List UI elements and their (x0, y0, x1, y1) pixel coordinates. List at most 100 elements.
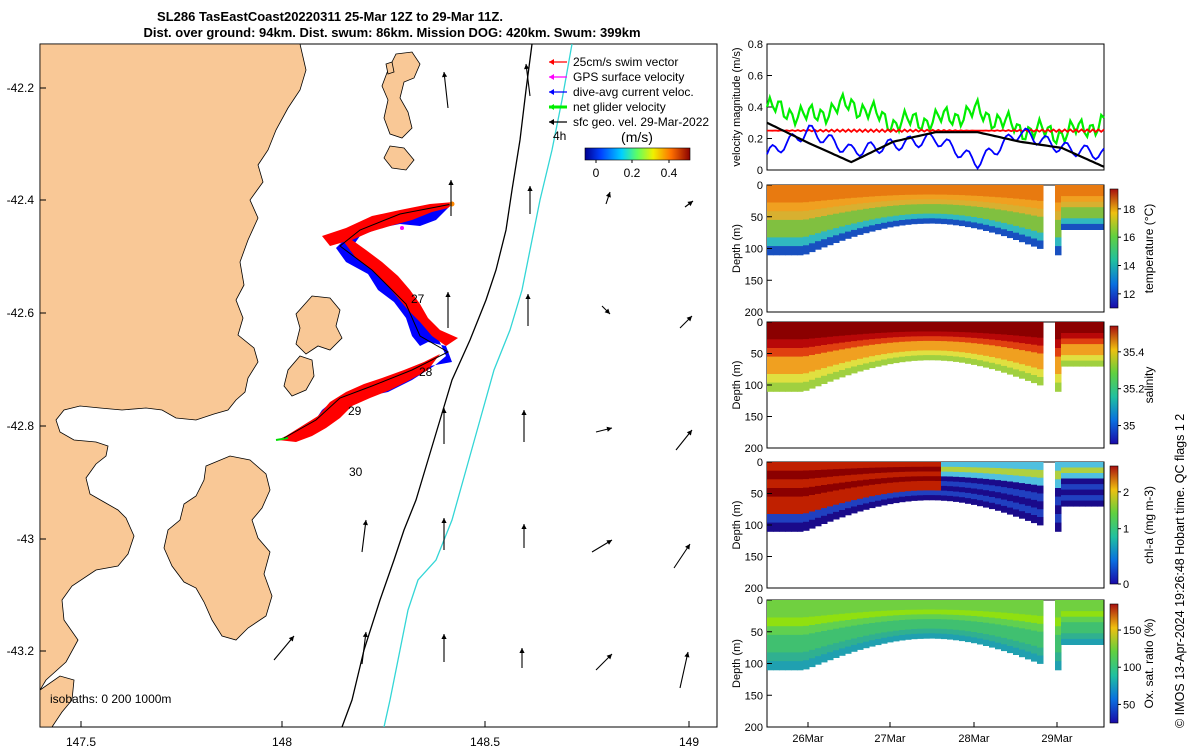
heat-1-cblabel-0: 12 (1123, 289, 1135, 301)
heatmap-1-cell (1031, 223, 1038, 232)
heatmap-2-cell (845, 348, 852, 356)
heat-1-ylabel-1: 50 (751, 212, 763, 224)
heatmap-4-cell (791, 608, 798, 618)
heatmap-2-cell (821, 352, 828, 361)
heatmap-1-cell (1055, 193, 1062, 203)
heatmap-2-cell (1013, 369, 1020, 377)
heatmap-2-cell (983, 333, 990, 340)
heatmap-2-cell (785, 330, 792, 340)
heatmap-4-cell (767, 617, 774, 627)
heat-4-ylabel-4: 200 (745, 722, 763, 734)
heatmap-4-cell (959, 635, 966, 642)
heatmap-4-cell (1001, 644, 1008, 652)
heatmap-4-cell (1013, 640, 1020, 649)
heatmap-2-cell (803, 381, 810, 391)
heatmap-1-cell (875, 185, 882, 192)
heatmap-2-cell (1013, 355, 1020, 364)
heatmap-4-cell (971, 632, 978, 638)
heatmap-4-cell (845, 646, 852, 654)
heatmap-3-cell (911, 466, 918, 473)
heatmap-2-cell (977, 349, 984, 356)
heatmap-1-cell (1061, 207, 1068, 214)
legend-swatch-head-1 (549, 74, 554, 80)
heatmap-1-cell (803, 219, 810, 229)
heatmap-3-cell (1073, 484, 1080, 491)
heatmap-1-cell (1031, 192, 1038, 201)
heatmap-1-cell (1031, 207, 1038, 216)
heatmap-2-cell (1079, 344, 1086, 351)
heatmap-2-cell (959, 342, 966, 348)
heatmap-2-cell (851, 353, 858, 361)
heatmap-2-cell (905, 326, 912, 333)
heat-4-ylabel-3: 150 (745, 690, 763, 702)
heatmap-1-cell (1013, 232, 1020, 240)
heatmap-3-cell (803, 462, 810, 471)
heatmap-3-cell (1031, 515, 1038, 524)
heatmap-2-cell (1031, 375, 1038, 384)
heatmap-3-cell (995, 462, 1002, 469)
heatmap-2-cell (779, 374, 786, 384)
heatmap-3-cell (767, 496, 774, 506)
heatmap-3-cell (929, 495, 936, 501)
heatmap-4-cell (851, 625, 858, 633)
heatmap-3-cell (971, 477, 978, 484)
heatmap-1-cell (851, 204, 858, 212)
heatmap-3-cell (773, 514, 780, 524)
heatmap-4-cell (803, 660, 810, 670)
heatmap-1-cell (941, 185, 948, 191)
heatmap-2-cell (893, 337, 900, 343)
heatmap-2-cell (905, 336, 912, 342)
heatmap-2-cell (977, 327, 984, 334)
heatmap-2-cell (833, 322, 840, 330)
heatmap-4-cell (815, 648, 822, 657)
net-glider-velocity-track (275, 437, 289, 441)
heatmap-4-cell (1085, 616, 1092, 623)
heatmap-2-cell (767, 322, 774, 332)
heatmap-3-cell (1073, 495, 1080, 502)
heatmap-1-cell (1073, 185, 1080, 192)
heatmap-3-cell (953, 491, 960, 497)
heatmap-4-cell (935, 604, 942, 611)
heatmap-4-cell (1019, 614, 1026, 622)
heatmap-3-cell (977, 462, 984, 468)
heatmap-2-cell (785, 339, 792, 349)
heatmap-2-cell (1013, 322, 1020, 330)
heatmap-3-cell (941, 495, 948, 501)
heatmap-2-cell (785, 322, 792, 332)
heatmap-3-cell (803, 487, 810, 497)
heatmap-2-cell (1061, 333, 1068, 339)
heatmap-4-cell (767, 634, 774, 645)
heatmap-2-cell (1007, 348, 1014, 356)
heatmap-4-cell (1097, 605, 1104, 612)
heatmap-4-cell (887, 610, 894, 617)
heatmap-3-cell (941, 490, 948, 496)
heatmap-2-cell (989, 322, 996, 329)
heatmap-2-cell (809, 379, 816, 389)
heatmap-1-cell (1091, 196, 1098, 203)
heatmap-1-cell (881, 222, 888, 229)
heatmap-2-cell (767, 365, 774, 375)
heatmap-1-cell (911, 214, 918, 220)
heatmap-1-cell (1007, 191, 1014, 199)
heatmap-3-cell (821, 485, 828, 494)
heatmap-4-cell (977, 605, 984, 612)
heatmap-2-cell (833, 364, 840, 373)
heatmap-3-cell (923, 485, 930, 491)
heatmap-3-cell (1085, 500, 1092, 507)
heatmap-3-cell (797, 488, 804, 498)
heatmap-4-cell (875, 600, 882, 607)
heatmap-1-cell (767, 202, 774, 212)
heatmap-3-cell (821, 500, 828, 509)
heatmap-4-cell (785, 600, 792, 610)
heatmap-4-cell (1085, 611, 1092, 618)
heatmap-1-cell (857, 215, 864, 223)
heat-2-colorbar (1109, 325, 1119, 445)
heat-3-colorbar (1109, 465, 1119, 585)
heatmap-1-cell (905, 189, 912, 196)
heat-2-cbtitle: salinity (1142, 367, 1156, 404)
heatmap-2-cell (1001, 340, 1008, 348)
heatmap-4-cell (797, 600, 804, 610)
heatmap-2-cell (965, 347, 972, 354)
velocity-arrow-head-24 (684, 652, 690, 658)
heatmap-3-cell (779, 496, 786, 506)
